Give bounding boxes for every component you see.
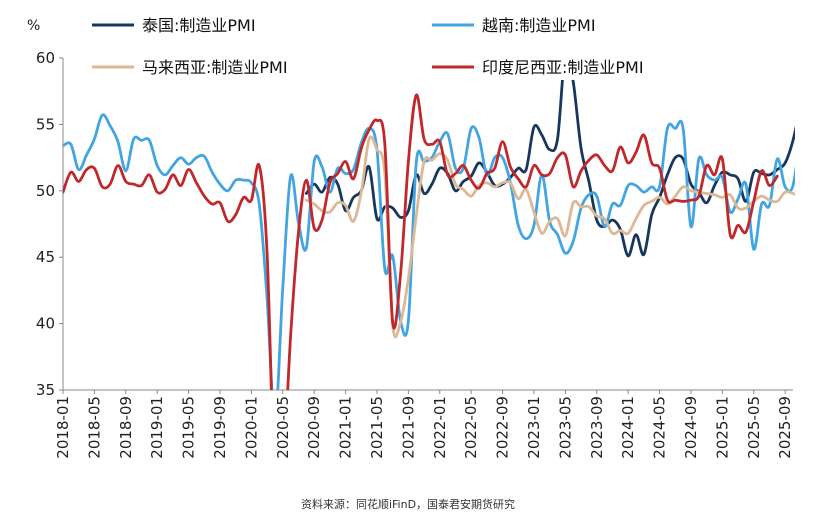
- x-tick-label: 2024-05: [651, 396, 669, 459]
- x-tick-label: 2019-05: [180, 396, 198, 459]
- x-tick-label: 2025-05: [745, 396, 763, 459]
- y-tick-label: 50: [36, 182, 55, 200]
- source-note: 资料来源：同花顺iFinD，国泰君安期货研究: [301, 497, 515, 511]
- legend-label: 印度尼西亚:制造业PMI: [482, 58, 644, 77]
- y-tick-label: 55: [36, 115, 55, 133]
- legend: 泰国:制造业PMI 越南:制造业PMI 马来西亚:制造业PMI 印度尼西亚:制造业PM…: [88, 12, 760, 80]
- x-tick-label: 2023-09: [588, 396, 606, 459]
- x-tick-label: 2020-01: [242, 396, 260, 459]
- x-tick-label: 2023-01: [525, 396, 543, 459]
- x-tick-label: 2022-01: [431, 396, 449, 459]
- x-tick-label: 2019-09: [211, 396, 229, 459]
- series-line-4: [63, 93, 779, 390]
- legend-bg: [428, 12, 760, 38]
- x-tick-label: 2025-09: [776, 396, 794, 459]
- y-tick-label: 45: [36, 248, 55, 266]
- x-tick-label: 2020-05: [274, 396, 292, 459]
- legend-bg: [428, 54, 760, 80]
- x-tick-label: 2021-09: [399, 396, 417, 459]
- x-tick-label: 2023-05: [556, 396, 574, 459]
- legend-label: 马来西亚:制造业PMI: [142, 58, 288, 77]
- series-lines: [63, 56, 795, 390]
- x-tick-label: 2021-01: [337, 396, 355, 459]
- y-tick-label: 60: [36, 49, 55, 67]
- x-tick-label: 2024-01: [619, 396, 637, 459]
- legend-label: 越南:制造业PMI: [482, 16, 596, 35]
- x-tick-label: 2022-05: [462, 396, 480, 459]
- x-tick-label: 2020-09: [305, 396, 323, 459]
- x-tick-label: 2018-01: [54, 396, 72, 459]
- legend-label: 泰国:制造业PMI: [142, 16, 256, 35]
- x-tick-label: 2024-09: [682, 396, 700, 459]
- x-tick-label: 2021-05: [368, 396, 386, 459]
- x-tick-label: 2019-01: [148, 396, 166, 459]
- x-tick-label: 2022-09: [494, 396, 512, 459]
- legend-bg: [88, 54, 420, 80]
- legend-bg: [88, 12, 420, 38]
- y-tick-label: 35: [36, 381, 55, 399]
- axes: 35 40 45 50 55 60 2018-01 2018-05 2018-09 2019-01…: [36, 49, 794, 459]
- y-tick-label: 40: [36, 315, 55, 333]
- y-unit-label: %: [27, 18, 40, 34]
- x-tick-label: 2025-01: [713, 396, 731, 459]
- x-tick-label: 2018-09: [117, 396, 135, 459]
- x-tick-label: 2018-05: [85, 396, 103, 459]
